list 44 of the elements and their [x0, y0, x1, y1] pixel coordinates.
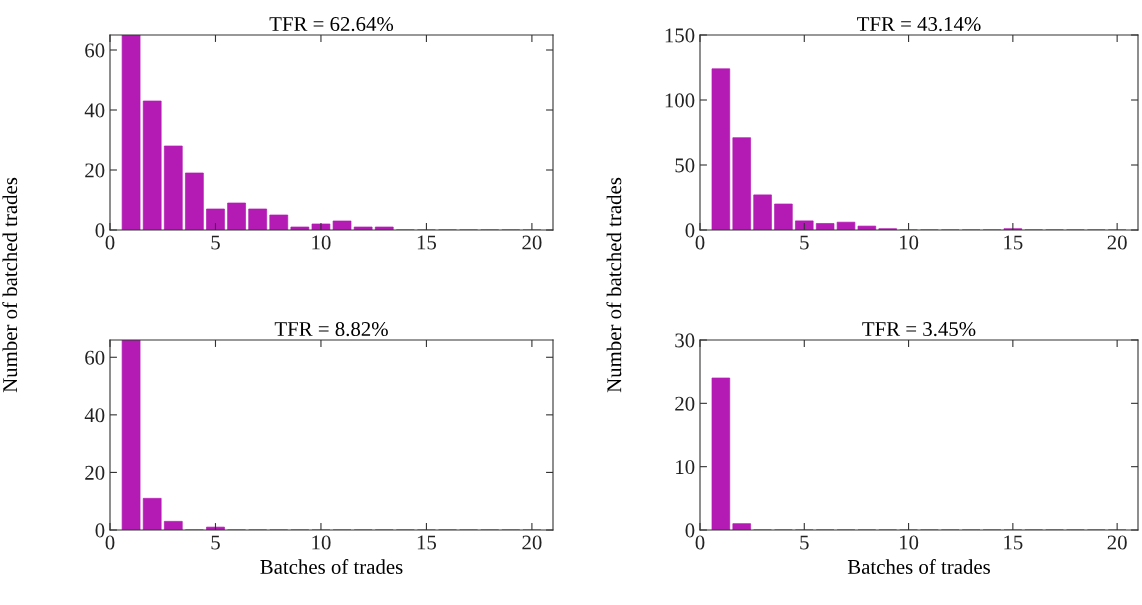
y-tick-label: 20 — [85, 465, 105, 480]
chart-title: TFR = 8.82% — [274, 321, 388, 337]
y-axis-title: Number of batched trades — [2, 177, 18, 393]
y-tick-label: 40 — [84, 408, 105, 423]
x-tick-label: 0 — [695, 235, 705, 250]
x-axis-title: Batches of trades — [847, 559, 990, 574]
y-tick-label: 60 — [85, 43, 105, 58]
y-tick-label: 0 — [685, 523, 695, 538]
y-tick-label: 0 — [95, 523, 105, 538]
x-tick-label: 15 — [1004, 235, 1023, 250]
x-tick-label: 20 — [522, 535, 542, 550]
x-axis-title: Batches of trades — [260, 559, 403, 574]
x-tick-label: 10 — [312, 235, 331, 250]
x-tick-label: 15 — [417, 235, 437, 250]
x-tick-label: 20 — [1107, 235, 1127, 250]
x-tick-label: 0 — [105, 235, 115, 250]
x-tick-label: 15 — [417, 535, 437, 550]
y-tick-label: 40 — [84, 103, 105, 118]
x-tick-label: 20 — [1107, 535, 1127, 550]
y-tick-label: 20 — [85, 163, 105, 178]
y-tick-label: 100 — [665, 93, 695, 108]
x-tick-label: 20 — [522, 235, 542, 250]
x-tick-label: 5 — [211, 535, 220, 550]
x-tick-label: 5 — [800, 535, 809, 550]
y-tick-label: 0 — [685, 223, 695, 238]
chart-title: TFR = 3.45% — [862, 321, 976, 337]
chart-title: TFR = 62.64% — [269, 16, 394, 32]
y-tick-label: 30 — [675, 333, 695, 348]
x-tick-label: 10 — [312, 535, 331, 550]
y-tick-label: 60 — [85, 350, 105, 365]
x-tick-label: 0 — [105, 535, 115, 550]
x-tick-label: 10 — [899, 535, 919, 550]
x-tick-label: 5 — [800, 235, 809, 250]
y-tick-label: 20 — [675, 396, 695, 411]
x-tick-label: 10 — [899, 235, 919, 250]
x-tick-label: 15 — [1004, 535, 1023, 550]
y-tick-label: 0 — [95, 223, 105, 238]
x-tick-label: 5 — [211, 235, 220, 250]
y-tick-label: 10 — [676, 460, 695, 475]
y-tick-label: 50 — [675, 158, 695, 173]
y-axis-title: Number of batched trades — [606, 177, 622, 393]
x-tick-label: 0 — [695, 535, 705, 550]
y-tick-label: 150 — [665, 28, 695, 43]
chart-title: TFR = 43.14% — [857, 16, 981, 32]
